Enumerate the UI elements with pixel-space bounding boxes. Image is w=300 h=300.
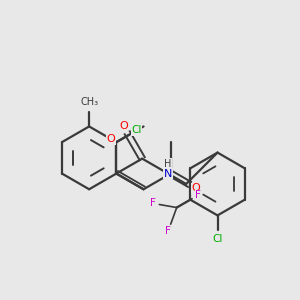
Text: CH₃: CH₃ <box>80 97 98 107</box>
Text: N: N <box>164 169 172 178</box>
Text: O: O <box>192 183 201 193</box>
Text: H: H <box>164 159 172 169</box>
Text: F: F <box>150 198 155 208</box>
Text: Cl: Cl <box>132 125 142 135</box>
Text: O: O <box>119 121 128 131</box>
Text: F: F <box>195 190 201 200</box>
Text: F: F <box>165 226 171 236</box>
Text: O: O <box>107 134 116 144</box>
Text: Cl: Cl <box>212 234 223 244</box>
